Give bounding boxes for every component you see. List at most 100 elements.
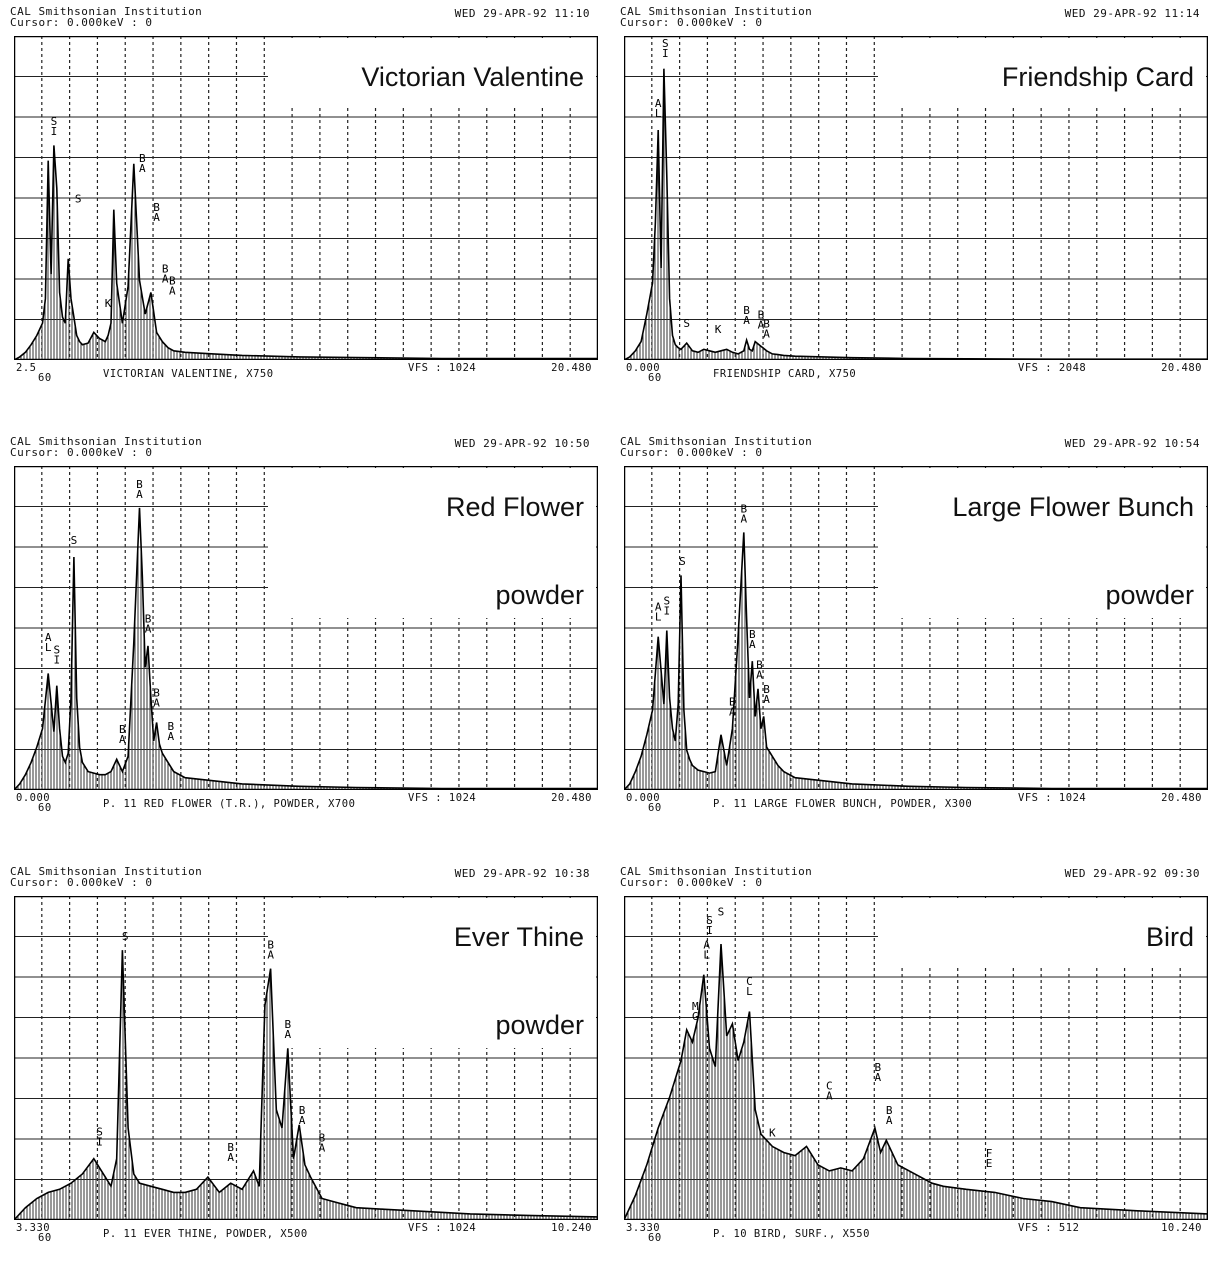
spectrum-fill — [624, 68, 1208, 360]
axis-high: 20.480 — [551, 362, 592, 374]
header-datetime: WED 29-APR-92 09:30 — [1064, 867, 1200, 880]
header-datetime: WED 29-APR-92 10:50 — [454, 437, 590, 450]
axis-low: 3.330 — [16, 1222, 51, 1234]
axis-high: 10.240 — [1161, 1222, 1202, 1234]
vertical-full-scale: VFS : 1024 — [408, 362, 477, 374]
axis-low: 0.000 — [626, 362, 661, 374]
sample-description: P. 10 BIRD, SURF., X550 — [713, 1228, 870, 1240]
peak-label: S — [718, 905, 725, 918]
chart-title: Victorian Valentine — [361, 62, 584, 92]
grid — [14, 36, 598, 360]
spectrum-line — [14, 950, 598, 1220]
header-datetime: WED 29-APR-92 11:14 — [1064, 7, 1200, 20]
header-institution: CAL Smithsonian Institution — [620, 435, 813, 448]
peak-label: K — [105, 297, 112, 310]
sample-description: FRIENDSHIP CARD, X750 — [713, 368, 857, 380]
chart-subtitle: powder — [495, 580, 584, 610]
spectrum-line — [14, 507, 598, 790]
axis-low: 2.5 — [16, 362, 37, 374]
spectrum-fill — [14, 507, 598, 790]
spectrum-plot: Victorian Valentine S I S K B A B A B A B A — [14, 36, 598, 360]
axis-low: 3.330 — [626, 1222, 661, 1234]
spectrum-line — [624, 532, 1208, 790]
axis-high: 20.480 — [551, 792, 592, 804]
peak-label: K — [715, 323, 722, 336]
header-institution: CAL Smithsonian Institution — [10, 5, 203, 18]
header-datetime: WED 29-APR-92 11:10 — [454, 7, 590, 20]
vertical-full-scale: VFS : 1024 — [1018, 792, 1087, 804]
sample-description: P. 11 RED FLOWER (T.R.), POWDER, X700 — [103, 798, 356, 810]
sample-description: VICTORIAN VALENTINE, X750 — [103, 368, 274, 380]
axis-low: 0.000 — [626, 792, 661, 804]
spectrum-panel: CAL Smithsonian Institution Cursor: 0.000… — [618, 436, 1208, 846]
header-cursor: Cursor: 0.000keV : 0 — [10, 16, 153, 29]
header-institution: CAL Smithsonian Institution — [620, 865, 813, 878]
axis-low-counts: 60 — [38, 802, 52, 814]
axis-high: 20.480 — [1161, 792, 1202, 804]
vertical-full-scale: VFS : 512 — [1018, 1222, 1080, 1234]
header-datetime: WED 29-APR-92 10:54 — [1064, 437, 1200, 450]
plot-frame — [14, 896, 598, 1220]
spectrum-line — [14, 145, 598, 360]
sample-description: P. 11 LARGE FLOWER BUNCH, POWDER, X300 — [713, 798, 973, 810]
header-datetime: WED 29-APR-92 10:38 — [454, 867, 590, 880]
title-mask — [268, 468, 596, 618]
header-institution: CAL Smithsonian Institution — [10, 435, 203, 448]
axis-low-counts: 60 — [38, 1232, 52, 1244]
header-cursor: Cursor: 0.000keV : 0 — [10, 876, 153, 889]
chart-title: Friendship Card — [1002, 62, 1194, 92]
plot-frame — [624, 466, 1208, 790]
peak-label: S — [122, 930, 129, 943]
title-mask — [878, 898, 1206, 968]
plot-frame — [14, 36, 598, 360]
header-institution: CAL Smithsonian Institution — [620, 5, 813, 18]
plot-frame — [14, 466, 598, 790]
peak-label: S — [75, 193, 82, 206]
vertical-full-scale: VFS : 2048 — [1018, 362, 1087, 374]
header-cursor: Cursor: 0.000keV : 0 — [10, 446, 153, 459]
chart-subtitle: powder — [1105, 580, 1194, 610]
axis-low-counts: 60 — [648, 802, 662, 814]
header-cursor: Cursor: 0.000keV : 0 — [620, 446, 763, 459]
plot-frame — [624, 36, 1208, 360]
axis-high: 10.240 — [551, 1222, 592, 1234]
spectrum-panel: CAL Smithsonian Institution Cursor: 0.000… — [8, 6, 598, 416]
spectrum-line — [624, 943, 1208, 1220]
chart-title: Red Flower — [446, 492, 584, 522]
axis-high: 20.480 — [1161, 362, 1202, 374]
spectrum-plot: Large Flower Bunch powder A L S I S B A B A B A B A B A — [624, 466, 1208, 790]
title-mask — [878, 38, 1206, 108]
spectrum-plot: Friendship Card S I A L S K B A B A B A — [624, 36, 1208, 360]
title-mask — [878, 468, 1206, 618]
spectrum-plot: Ever Thine powder S I S B A B A B A B A B A — [14, 896, 598, 1220]
spectrum-panel: CAL Smithsonian Institution Cursor: 0.000… — [8, 866, 598, 1276]
vertical-full-scale: VFS : 1024 — [408, 792, 477, 804]
